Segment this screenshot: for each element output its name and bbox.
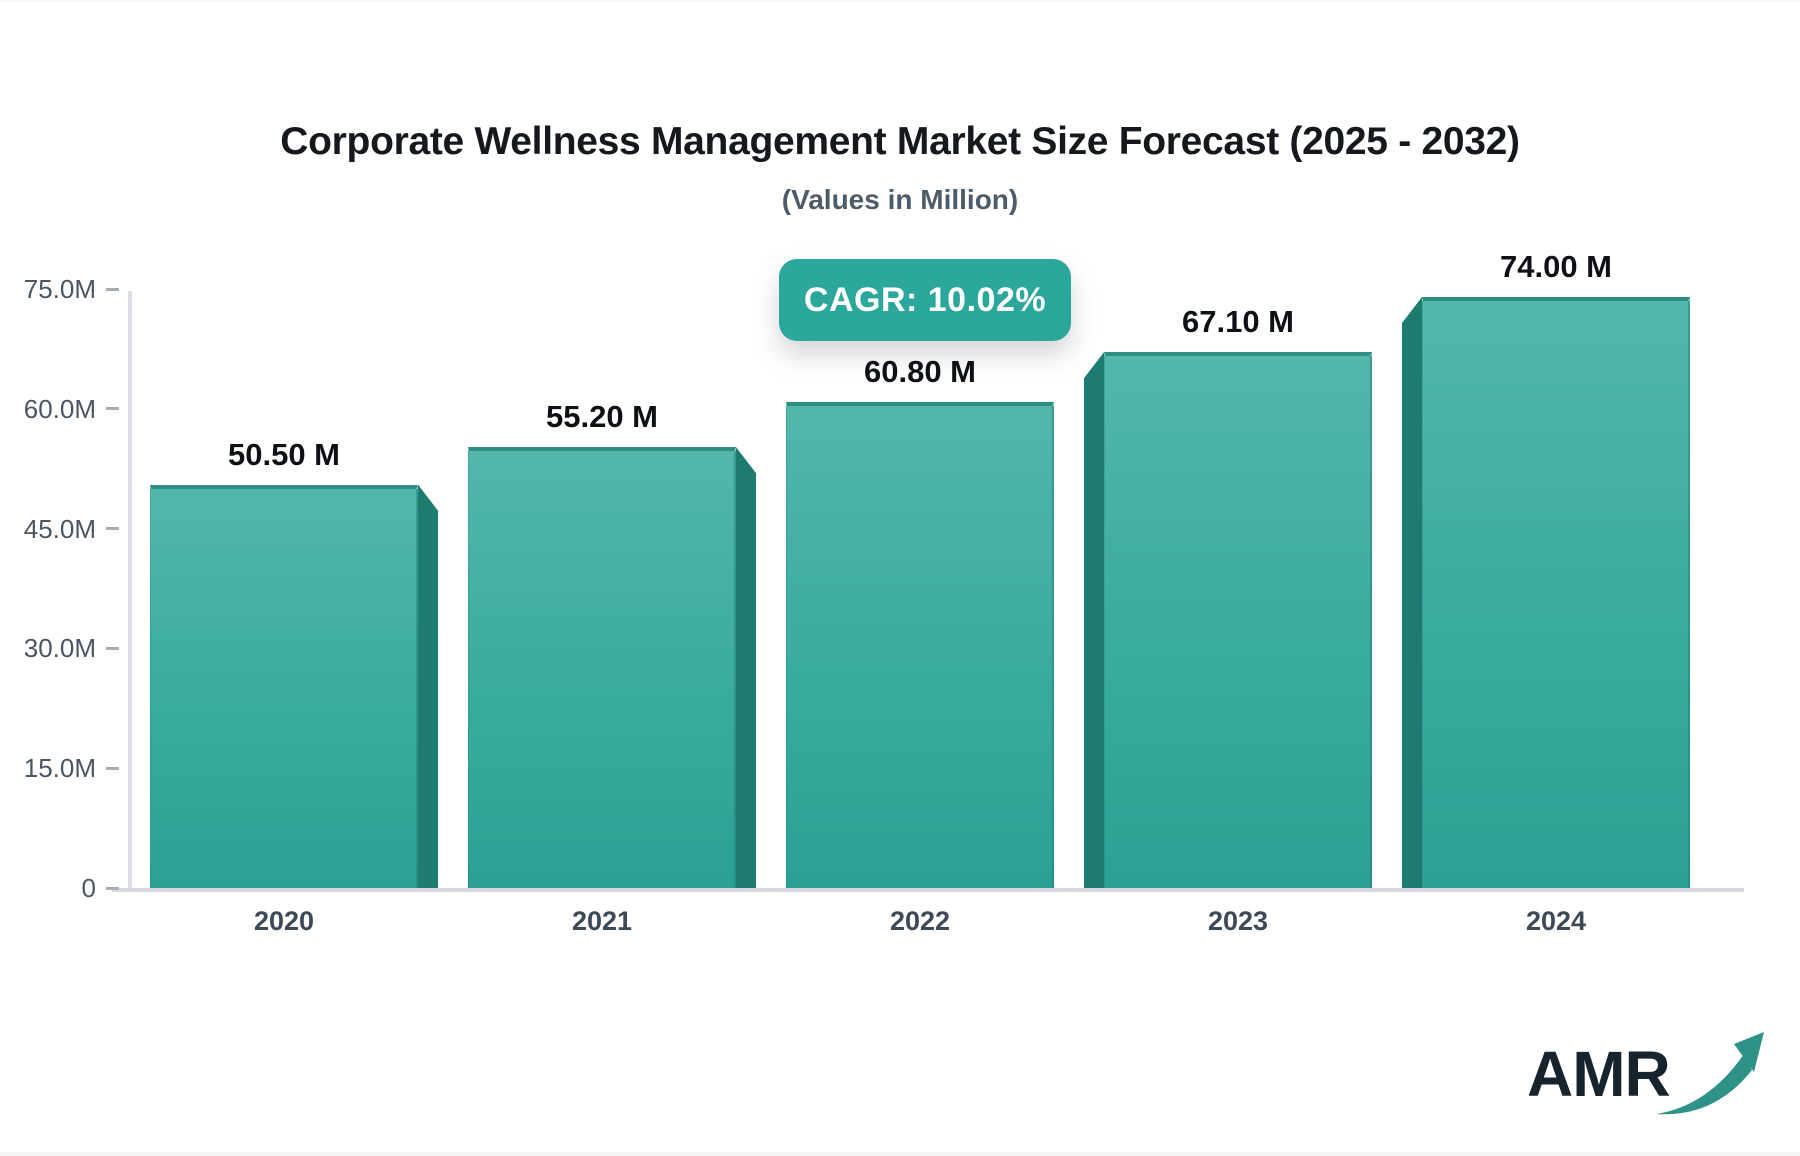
y-axis-tick [106, 646, 119, 650]
y-axis-tick [106, 287, 119, 291]
bar-2023 [1104, 352, 1372, 888]
y-axis-tick-label: 60.0M [23, 393, 96, 424]
bar-2022 [786, 402, 1054, 888]
x-axis-line [112, 888, 1744, 892]
bar-2021 [468, 447, 736, 888]
y-axis-line [128, 291, 132, 890]
y-axis-tick-label: 15.0M [23, 753, 96, 784]
y-axis-tick [106, 527, 119, 531]
bar-3d-side [1084, 352, 1104, 888]
bar-3d-side [418, 484, 438, 888]
y-axis-tick [106, 407, 119, 411]
chart-subtitle: (Values in Million) [781, 184, 1019, 215]
chart-title: Corporate Wellness Management Market Siz… [280, 120, 1520, 163]
bar-2020 [150, 484, 418, 888]
bar-value-label: 55.20 M [545, 399, 658, 435]
x-axis-label: 2020 [253, 906, 315, 936]
bar-3d-side [1402, 296, 1422, 888]
x-axis-label: 2024 [1525, 906, 1587, 936]
cagr-badge-label: CAGR: 10.02% [803, 280, 1047, 319]
bar-value-label: 67.10 M [1181, 304, 1294, 340]
y-axis-tick [106, 766, 119, 770]
x-axis-label: 2023 [1207, 906, 1269, 936]
bar-value-label: 50.50 M [227, 436, 340, 472]
bar-2024 [1422, 296, 1690, 888]
growth-arrow-icon [1655, 1032, 1764, 1115]
bar-3d-side [736, 447, 756, 888]
x-axis-label: 2022 [889, 906, 951, 936]
brand-logo: AMR [1527, 1028, 1766, 1124]
y-axis-tick-label: 30.0M [23, 633, 96, 664]
brand-logo-text: AMR [1527, 1038, 1671, 1110]
y-axis-tick [106, 886, 119, 890]
y-axis-tick-label: 75.0M [23, 274, 96, 304]
y-axis-tick-label: 45.0M [23, 513, 96, 544]
x-axis-label: 2021 [571, 906, 633, 936]
bar-value-label: 74.00 M [1499, 248, 1612, 284]
cagr-badge: CAGR: 10.02% [779, 259, 1071, 341]
y-axis-tick-label: 0 [81, 873, 96, 903]
bar-value-label: 60.80 M [863, 354, 976, 390]
